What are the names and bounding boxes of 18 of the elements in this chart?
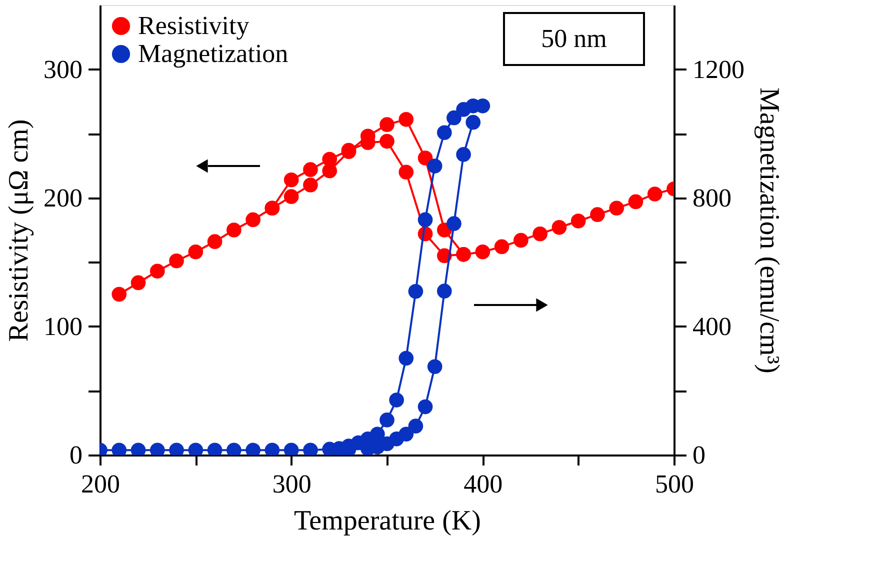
y2-tick-label: 1200 <box>692 54 744 84</box>
y-tick-label: 100 <box>44 312 82 341</box>
legend-label: Magnetization <box>138 39 288 68</box>
x-tick-label: 200 <box>81 470 120 498</box>
y2-tick-label: 400 <box>692 312 732 341</box>
y-tick-label: 300 <box>44 54 82 84</box>
x-tick-label: 400 <box>464 470 503 498</box>
y-axis-title: Resistivity (μΩ cm) <box>4 119 34 342</box>
y-tick-label: 0 <box>70 440 82 470</box>
y-tick-label: 200 <box>44 183 82 212</box>
y2-axis-title: Magnetization (emu/cm³) <box>754 88 784 374</box>
x-tick-label: 300 <box>272 470 312 498</box>
x-tick-label: 500 <box>655 470 694 498</box>
annotation: 50 nm <box>541 24 607 53</box>
y2-tick-label: 0 <box>692 440 706 470</box>
legend-label: Resistivity <box>138 11 250 40</box>
y2-tick-label: 800 <box>692 183 732 212</box>
x-axis-title: Temperature (K) <box>294 506 481 536</box>
